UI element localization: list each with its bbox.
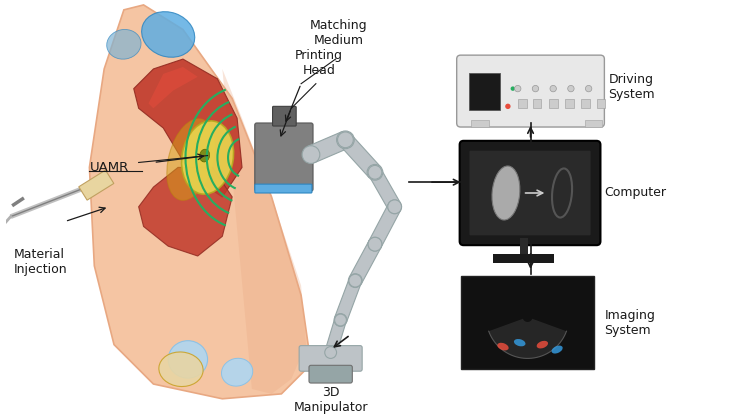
Ellipse shape bbox=[498, 343, 509, 350]
Ellipse shape bbox=[349, 274, 361, 287]
Bar bbox=[549, 100, 558, 108]
Text: Imaging
System: Imaging System bbox=[604, 309, 656, 337]
Ellipse shape bbox=[387, 200, 402, 214]
Text: Material
Injection: Material Injection bbox=[13, 248, 67, 276]
Polygon shape bbox=[139, 168, 232, 256]
FancyBboxPatch shape bbox=[273, 106, 297, 126]
Ellipse shape bbox=[510, 87, 515, 91]
Polygon shape bbox=[325, 318, 346, 354]
Polygon shape bbox=[369, 169, 401, 210]
Ellipse shape bbox=[586, 85, 592, 92]
Bar bbox=[469, 73, 500, 110]
Bar bbox=[472, 120, 489, 127]
Ellipse shape bbox=[492, 166, 520, 220]
Polygon shape bbox=[335, 278, 361, 322]
Ellipse shape bbox=[302, 146, 320, 163]
Ellipse shape bbox=[515, 85, 521, 92]
Ellipse shape bbox=[107, 29, 141, 59]
FancyBboxPatch shape bbox=[255, 184, 312, 193]
Text: Printing
Head: Printing Head bbox=[295, 49, 343, 77]
Ellipse shape bbox=[514, 339, 525, 346]
Ellipse shape bbox=[337, 131, 355, 149]
Ellipse shape bbox=[182, 121, 234, 194]
Ellipse shape bbox=[550, 85, 557, 92]
Polygon shape bbox=[369, 204, 401, 247]
Polygon shape bbox=[489, 319, 566, 358]
Ellipse shape bbox=[325, 346, 337, 358]
Ellipse shape bbox=[368, 165, 382, 179]
FancyBboxPatch shape bbox=[469, 151, 591, 235]
Ellipse shape bbox=[334, 314, 347, 326]
Ellipse shape bbox=[221, 358, 253, 386]
Ellipse shape bbox=[568, 85, 574, 92]
Ellipse shape bbox=[367, 165, 383, 180]
Ellipse shape bbox=[168, 341, 208, 378]
Ellipse shape bbox=[167, 119, 215, 200]
Ellipse shape bbox=[505, 104, 510, 109]
Text: Matching
Medium: Matching Medium bbox=[310, 19, 367, 47]
Bar bbox=[460, 276, 594, 369]
Polygon shape bbox=[89, 5, 311, 399]
Ellipse shape bbox=[551, 346, 562, 354]
Bar bbox=[520, 238, 527, 256]
Ellipse shape bbox=[335, 314, 346, 326]
Polygon shape bbox=[133, 59, 242, 197]
Ellipse shape bbox=[368, 237, 382, 251]
Text: UAMR: UAMR bbox=[89, 161, 129, 174]
Ellipse shape bbox=[349, 274, 362, 288]
Bar bbox=[518, 100, 527, 108]
Bar bbox=[585, 120, 603, 127]
Text: 3D
Manipulator: 3D Manipulator bbox=[294, 386, 368, 414]
FancyBboxPatch shape bbox=[460, 141, 600, 245]
Ellipse shape bbox=[200, 149, 209, 162]
Bar bbox=[597, 100, 606, 108]
Polygon shape bbox=[340, 134, 381, 178]
Polygon shape bbox=[349, 241, 381, 284]
FancyBboxPatch shape bbox=[309, 365, 352, 383]
Ellipse shape bbox=[536, 341, 548, 349]
FancyBboxPatch shape bbox=[299, 346, 362, 371]
Ellipse shape bbox=[142, 12, 194, 57]
Ellipse shape bbox=[387, 200, 402, 214]
Bar bbox=[565, 100, 574, 108]
Text: Driving
System: Driving System bbox=[609, 73, 655, 101]
Text: Computer: Computer bbox=[604, 186, 666, 199]
Bar bbox=[581, 100, 589, 108]
Polygon shape bbox=[148, 67, 197, 108]
Bar bbox=[533, 100, 542, 108]
Ellipse shape bbox=[337, 132, 353, 148]
Polygon shape bbox=[79, 170, 114, 200]
Bar bbox=[493, 254, 554, 263]
FancyBboxPatch shape bbox=[255, 123, 313, 191]
Polygon shape bbox=[222, 69, 306, 394]
Ellipse shape bbox=[159, 352, 203, 386]
FancyBboxPatch shape bbox=[457, 55, 604, 127]
Ellipse shape bbox=[532, 85, 539, 92]
Ellipse shape bbox=[368, 237, 382, 251]
Polygon shape bbox=[308, 132, 349, 163]
